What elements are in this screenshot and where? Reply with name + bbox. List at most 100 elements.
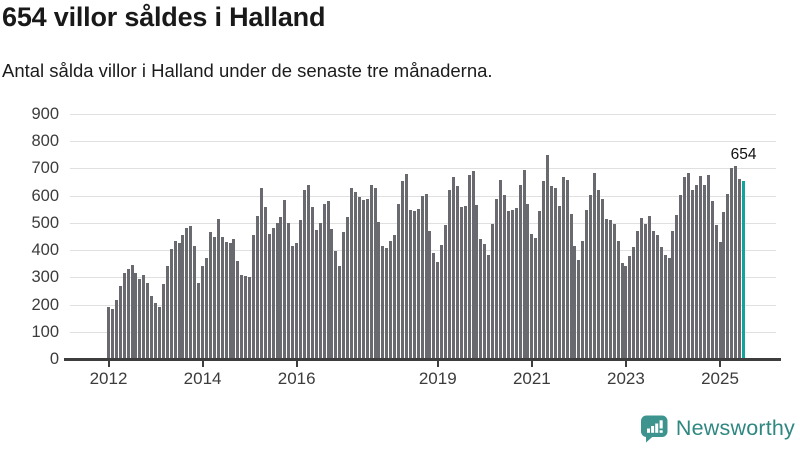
bar bbox=[185, 228, 189, 359]
bar bbox=[252, 235, 256, 359]
bar bbox=[381, 246, 385, 359]
bar bbox=[734, 165, 738, 359]
bar bbox=[255, 216, 259, 359]
y-axis-tick-label: 800 bbox=[31, 132, 59, 151]
y-axis-tick-label: 900 bbox=[31, 105, 59, 123]
y-axis-tick-label: 500 bbox=[31, 213, 59, 232]
bar bbox=[502, 194, 506, 359]
y-axis-tick-label: 600 bbox=[31, 186, 59, 205]
brand-text: Newsworthy bbox=[675, 416, 795, 440]
bar bbox=[687, 172, 691, 359]
x-axis-tick-label: 2019 bbox=[418, 369, 457, 388]
x-axis-tick-label: 2014 bbox=[183, 369, 222, 388]
y-axis-tick-label: 400 bbox=[31, 241, 59, 260]
x-axis-tick-label: 2023 bbox=[607, 369, 645, 388]
bar bbox=[518, 184, 522, 359]
bar bbox=[483, 243, 487, 359]
x-axis-tick-label: 2012 bbox=[89, 369, 128, 388]
bar bbox=[404, 173, 408, 359]
bar bbox=[310, 206, 314, 359]
bar bbox=[577, 259, 581, 359]
bar bbox=[373, 187, 377, 359]
bar bbox=[667, 258, 671, 359]
gridline bbox=[70, 114, 776, 115]
bar bbox=[271, 228, 275, 359]
x-axis-tick bbox=[719, 361, 722, 367]
bar bbox=[510, 210, 514, 359]
bar bbox=[479, 239, 483, 359]
bar bbox=[683, 176, 687, 359]
bar bbox=[722, 212, 726, 359]
bar bbox=[228, 243, 232, 359]
bar bbox=[691, 190, 695, 359]
bar bbox=[710, 201, 714, 359]
bar bbox=[240, 274, 244, 359]
bar bbox=[522, 170, 526, 359]
x-axis-tick-label: 2025 bbox=[701, 369, 739, 388]
bar bbox=[173, 240, 177, 359]
bar bbox=[487, 255, 491, 359]
bar bbox=[620, 262, 624, 359]
bar bbox=[326, 201, 330, 359]
bar bbox=[495, 199, 499, 359]
bar bbox=[459, 207, 463, 359]
bar bbox=[420, 195, 424, 359]
bar bbox=[706, 175, 710, 359]
bar bbox=[702, 184, 706, 359]
bar bbox=[432, 252, 436, 359]
bar bbox=[428, 231, 432, 359]
x-axis-tick bbox=[201, 361, 204, 367]
bar bbox=[322, 203, 326, 359]
bar bbox=[295, 243, 299, 359]
bar bbox=[585, 210, 589, 359]
bar bbox=[346, 217, 350, 359]
bar bbox=[424, 194, 428, 359]
bar bbox=[444, 224, 448, 359]
bar bbox=[730, 168, 734, 359]
bar bbox=[549, 185, 553, 359]
bar bbox=[659, 247, 663, 359]
bar bbox=[146, 282, 150, 359]
bar bbox=[616, 241, 620, 359]
bar bbox=[291, 246, 295, 359]
x-axis-tick bbox=[530, 361, 533, 367]
bar bbox=[110, 308, 114, 359]
bar bbox=[608, 220, 612, 359]
bar bbox=[369, 184, 373, 359]
bar bbox=[565, 180, 569, 359]
bar bbox=[267, 233, 271, 359]
bar bbox=[597, 190, 600, 359]
bar bbox=[365, 199, 369, 359]
bar bbox=[647, 216, 651, 359]
bar bbox=[581, 241, 585, 359]
bar bbox=[318, 222, 322, 359]
x-axis-tick bbox=[107, 361, 110, 367]
bar bbox=[122, 273, 126, 359]
bar bbox=[644, 223, 648, 359]
bar bbox=[451, 176, 455, 359]
bar bbox=[197, 282, 201, 359]
bar bbox=[138, 278, 142, 359]
bar bbox=[663, 255, 667, 359]
newsworthy-attribution[interactable]: Newsworthy bbox=[640, 414, 795, 443]
bar bbox=[259, 187, 263, 359]
bar bbox=[283, 199, 287, 359]
x-axis-tick bbox=[624, 361, 627, 367]
bar bbox=[299, 220, 303, 359]
bar bbox=[157, 307, 161, 359]
bar bbox=[436, 262, 440, 359]
bar bbox=[208, 232, 212, 359]
bar bbox=[118, 285, 122, 359]
bar bbox=[142, 274, 146, 359]
bar bbox=[114, 300, 118, 359]
bar bbox=[671, 230, 675, 359]
bar bbox=[212, 236, 216, 359]
y-axis-tick-label: 200 bbox=[31, 295, 59, 314]
bar bbox=[600, 199, 604, 359]
bar bbox=[201, 266, 205, 359]
bar bbox=[416, 209, 420, 359]
bar bbox=[220, 237, 224, 359]
bar bbox=[628, 256, 632, 359]
bar bbox=[632, 247, 636, 359]
